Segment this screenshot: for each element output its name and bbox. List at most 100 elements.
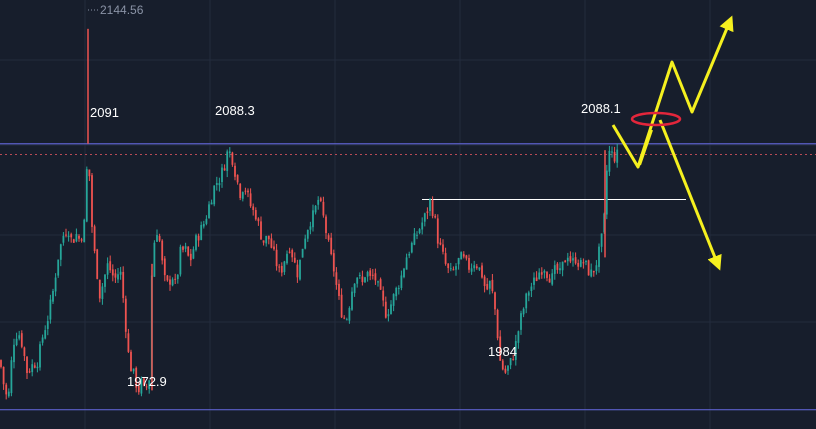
candle-body bbox=[371, 274, 374, 276]
breakout-ellipse bbox=[630, 111, 682, 127]
candle-body bbox=[540, 272, 543, 275]
candle-body bbox=[499, 336, 502, 361]
candle-body bbox=[296, 264, 299, 278]
candle-body bbox=[106, 263, 109, 275]
candle-body bbox=[88, 169, 91, 177]
candle-body bbox=[345, 319, 348, 321]
candle-body bbox=[418, 229, 421, 234]
candle-body bbox=[579, 260, 582, 267]
candle-body bbox=[184, 246, 187, 249]
candle-body bbox=[319, 198, 322, 201]
candle-body bbox=[10, 360, 13, 394]
candle-body bbox=[119, 271, 122, 275]
candle-body bbox=[556, 263, 559, 270]
candle-body bbox=[2, 366, 5, 385]
candle-body bbox=[351, 291, 353, 310]
candle-body bbox=[262, 240, 265, 243]
candle-body bbox=[101, 286, 104, 299]
candle-body bbox=[221, 167, 223, 183]
candle-body bbox=[504, 368, 507, 373]
candle-body bbox=[322, 201, 325, 216]
candle-body bbox=[520, 313, 522, 330]
candle-body bbox=[213, 185, 216, 205]
candle-body bbox=[330, 237, 333, 255]
candle-body bbox=[332, 253, 335, 272]
candle-body bbox=[171, 279, 174, 286]
candle-body bbox=[72, 239, 75, 243]
candle-body bbox=[278, 266, 281, 268]
candle-body bbox=[26, 356, 28, 373]
candle-body bbox=[507, 365, 509, 371]
candle-body bbox=[283, 261, 286, 273]
candle-body bbox=[80, 239, 83, 241]
candle-body bbox=[317, 199, 320, 205]
candle-body bbox=[83, 219, 86, 243]
candle-body bbox=[49, 299, 52, 320]
candle-body bbox=[244, 190, 247, 192]
candle-body bbox=[273, 246, 275, 250]
candle-body bbox=[429, 199, 431, 212]
candle-body bbox=[153, 242, 156, 277]
candle-body bbox=[538, 272, 541, 280]
candle-body bbox=[561, 261, 564, 271]
candle-body bbox=[384, 301, 387, 318]
candle-body bbox=[335, 272, 338, 285]
candle-body bbox=[595, 265, 598, 272]
candle-body bbox=[421, 222, 424, 230]
candle-body bbox=[525, 293, 528, 309]
candle-body bbox=[366, 271, 369, 277]
candle-body bbox=[585, 260, 587, 263]
candle-body bbox=[135, 367, 138, 388]
projection-arrow-up bbox=[611, 15, 734, 169]
candle-body bbox=[600, 233, 603, 247]
candle-body bbox=[436, 218, 439, 244]
candle-body bbox=[143, 378, 145, 386]
candle-body bbox=[104, 274, 106, 287]
candle-body bbox=[210, 202, 213, 205]
candle-body bbox=[215, 183, 218, 185]
candle-body bbox=[260, 221, 262, 240]
candle-body bbox=[465, 255, 468, 259]
candle-body bbox=[70, 234, 73, 238]
candle-body bbox=[98, 279, 101, 299]
candle-body bbox=[431, 200, 434, 217]
candle-body bbox=[182, 246, 184, 250]
candle-body bbox=[205, 218, 208, 224]
candle-body bbox=[470, 268, 473, 272]
candle-body bbox=[340, 294, 343, 318]
candle-body bbox=[236, 174, 239, 183]
candle-body bbox=[39, 344, 41, 368]
candle-body bbox=[590, 269, 593, 277]
candle-body bbox=[91, 175, 93, 227]
candle-body bbox=[413, 233, 416, 245]
candle-body bbox=[543, 270, 546, 273]
annotation-high: 2144.56 bbox=[100, 3, 144, 17]
candle-body bbox=[527, 292, 530, 296]
candle-body bbox=[356, 277, 359, 284]
projection-arrow-mid bbox=[639, 129, 653, 166]
candle-body bbox=[31, 364, 34, 373]
candle-body bbox=[174, 278, 177, 280]
candle-body bbox=[109, 261, 112, 271]
candle-body bbox=[306, 230, 309, 239]
candle-body bbox=[358, 275, 361, 277]
candle-body bbox=[616, 149, 619, 163]
candle-body bbox=[247, 190, 249, 193]
candle-body bbox=[291, 250, 294, 258]
candle-body bbox=[491, 279, 494, 292]
candle-body bbox=[395, 287, 398, 297]
candle-body bbox=[202, 223, 205, 227]
candle-body bbox=[187, 246, 190, 256]
candle-body bbox=[390, 304, 392, 315]
candle-body bbox=[122, 271, 125, 299]
candle-body bbox=[569, 256, 572, 262]
candle-body bbox=[148, 380, 151, 389]
candle-body bbox=[473, 265, 476, 269]
candle-body bbox=[179, 246, 182, 275]
candle-body bbox=[140, 378, 143, 394]
candle-body bbox=[111, 269, 114, 276]
candle-body bbox=[249, 193, 252, 207]
candle-body bbox=[312, 210, 314, 228]
candle-body bbox=[252, 206, 255, 211]
